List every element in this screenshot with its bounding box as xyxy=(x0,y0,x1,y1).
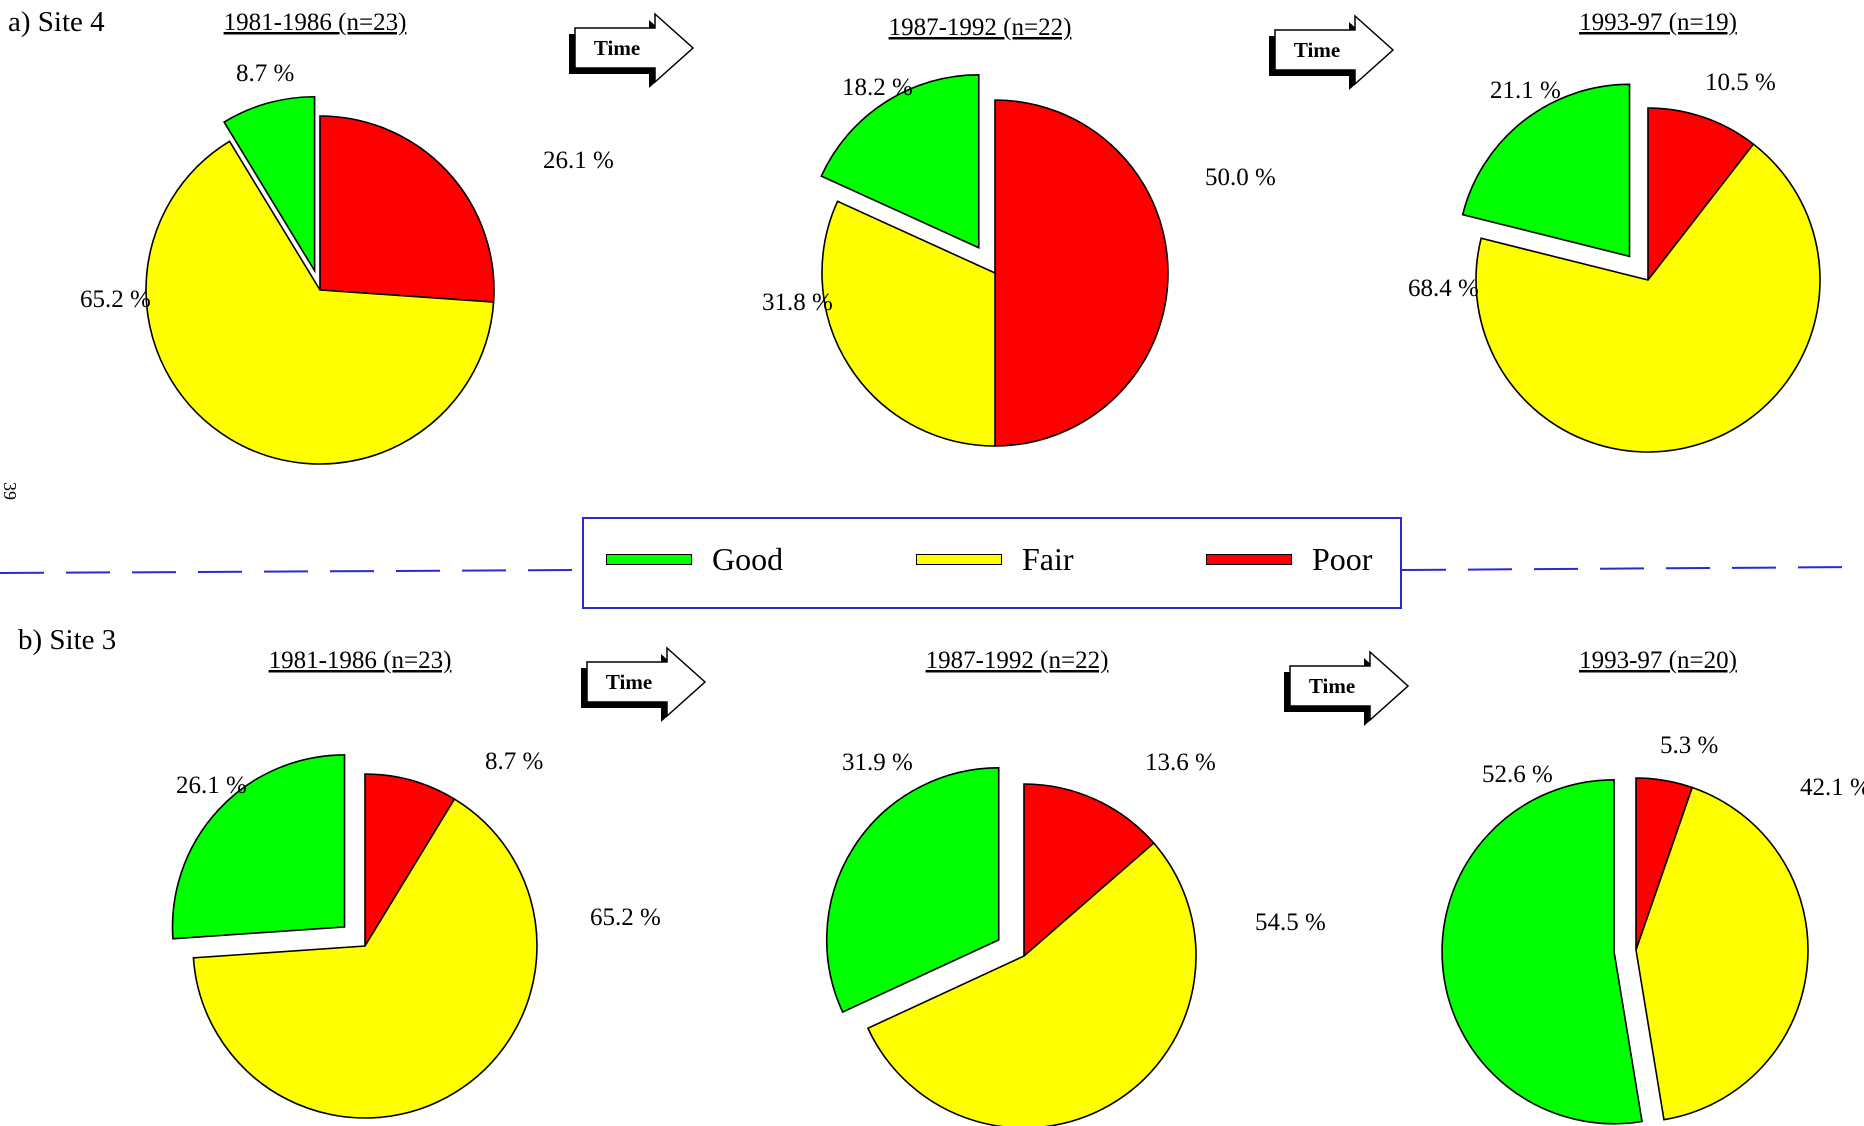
slice-label-good: 18.2 % xyxy=(842,74,913,101)
time-arrows: Time Time Time Time xyxy=(569,12,1410,726)
time-arrow-icon: Time xyxy=(581,646,707,722)
pie-title: 1981-1986 (n=23) xyxy=(269,647,452,674)
pie-chart-3: 21.1 % 10.5 % 68.4 % 1993-97 (n=19) xyxy=(1408,9,1821,453)
legend-swatch-fair xyxy=(916,553,1002,565)
section-label-site-3: b) Site 3 xyxy=(18,624,117,656)
pie-slice-fair xyxy=(192,797,538,1119)
time-arrow-body xyxy=(574,12,695,84)
pie-slice-good xyxy=(1461,83,1631,258)
pie-slice-good xyxy=(171,754,346,940)
time-arrow-icon: Time xyxy=(569,12,695,88)
pie-slice-fair xyxy=(1635,786,1809,1121)
pie-title: 1987-1992 (n=22) xyxy=(926,647,1109,674)
pie-title: 1993-97 (n=19) xyxy=(1579,9,1737,36)
pie-slice-fair xyxy=(145,140,495,465)
pie-slice-poor xyxy=(319,115,495,303)
slice-label-fair: 31.8 % xyxy=(762,289,833,316)
time-arrow-body xyxy=(586,646,707,718)
legend-label-poor: Poor xyxy=(1312,540,1373,577)
legend-swatch-good xyxy=(606,553,692,565)
pie-slice-good xyxy=(825,767,1000,1014)
pie-slice-good xyxy=(820,73,980,250)
time-arrow-label: Time xyxy=(1294,38,1340,62)
time-arrow-label: Time xyxy=(606,670,652,694)
page-number: 39 xyxy=(0,482,20,500)
slice-label-good: 26.1 % xyxy=(176,772,247,799)
slice-label-good: 31.9 % xyxy=(842,749,913,776)
legend-item-poor: Poor xyxy=(1206,539,1372,579)
section-divider-right xyxy=(1401,566,1864,571)
time-arrow-label: Time xyxy=(594,36,640,60)
pie-chart-1: 8.7 % 26.1 % 65.2 % 1981-1986 (n=23) xyxy=(80,9,614,465)
slice-label-poor: 50.0 % xyxy=(1205,164,1276,191)
slice-label-good: 8.7 % xyxy=(236,60,294,87)
pie-slice-poor xyxy=(1023,783,1155,958)
slice-label-fair: 42.1 % xyxy=(1800,774,1864,801)
pie-slice-poor xyxy=(1647,107,1755,283)
pie-title: 1981-1986 (n=23) xyxy=(224,9,407,36)
slice-label-fair: 65.2 % xyxy=(590,904,661,931)
pie-title: 1987-1992 (n=22) xyxy=(889,14,1072,41)
pie-slice-fair xyxy=(866,841,1197,1126)
slice-label-poor: 26.1 % xyxy=(543,147,614,174)
time-arrow-icon: Time xyxy=(1269,14,1395,90)
slice-label-poor: 13.6 % xyxy=(1145,749,1216,776)
pie-chart-5: 31.9 % 13.6 % 54.5 % 1987-1992 (n=22) xyxy=(825,647,1326,1126)
legend: Good Fair Poor xyxy=(582,517,1402,609)
slice-label-poor: 8.7 % xyxy=(485,748,543,775)
pie-slice-fair xyxy=(821,200,996,447)
legend-label-fair: Fair xyxy=(1022,540,1074,577)
section-label-site-4: a) Site 4 xyxy=(8,6,105,38)
time-arrow-icon: Time xyxy=(1284,650,1410,726)
slice-label-poor: 5.3 % xyxy=(1660,732,1718,759)
legend-swatch-poor xyxy=(1206,553,1292,565)
slice-label-fair: 68.4 % xyxy=(1408,275,1479,302)
pie-slice-good xyxy=(223,95,316,274)
pie-chart-2: 18.2 % 50.0 % 31.8 % 1987-1992 (n=22) xyxy=(762,14,1276,447)
slice-label-good: 21.1 % xyxy=(1490,77,1561,104)
pie-title: 1993-97 (n=20) xyxy=(1579,647,1737,674)
legend-label-good: Good xyxy=(712,540,784,577)
pie-charts: 8.7 % 26.1 % 65.2 % 1981-1986 (n=23) 18.2 % 5… xyxy=(80,9,1864,1126)
pie-chart-4: 26.1 % 8.7 % 65.2 % 1981-1986 (n=23) xyxy=(171,647,661,1119)
pie-slice-poor xyxy=(364,773,456,949)
pie-chart-6: 52.6 % 5.3 % 42.1 % 1993-97 (n=20) xyxy=(1441,647,1864,1125)
slice-label-poor: 10.5 % xyxy=(1705,69,1776,96)
time-arrow-body xyxy=(1289,650,1410,722)
slice-label-good: 52.6 % xyxy=(1482,761,1553,788)
legend-item-good: Good xyxy=(606,539,783,579)
time-arrow-body xyxy=(1274,14,1395,86)
section-divider-left xyxy=(0,569,583,574)
slice-label-fair: 65.2 % xyxy=(80,286,151,313)
pie-slice-poor xyxy=(994,99,1169,447)
legend-item-fair: Fair xyxy=(916,539,1074,579)
time-arrow-label: Time xyxy=(1309,674,1355,698)
pie-slice-good xyxy=(1441,778,1643,1125)
pie-slice-fair xyxy=(1475,142,1821,453)
slice-label-fair: 54.5 % xyxy=(1255,909,1326,936)
